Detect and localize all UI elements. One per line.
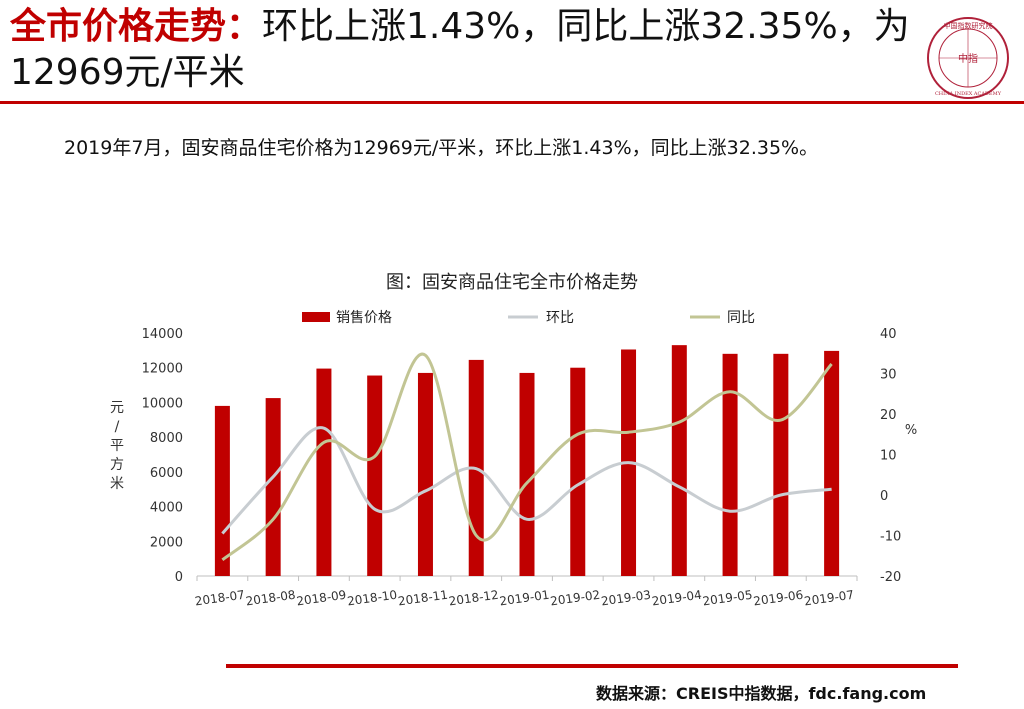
data-source: 数据来源：CREIS中指数据，fdc.fang.com	[596, 684, 927, 703]
x-tick-label: 2018-11	[397, 588, 449, 609]
bar-sales-price	[671, 345, 687, 576]
y-right-tick-label: 30	[880, 368, 897, 383]
china-index-academy-logo: 中国指数研究院 中指 CHINA INDEX ACADEMY	[927, 17, 1009, 99]
legend-label-sales-price: 销售价格	[336, 310, 392, 326]
bar-sales-price	[722, 353, 738, 576]
x-tick-label: 2018-08	[245, 588, 297, 609]
bar-sales-price	[519, 372, 535, 576]
y-left-tick-label: 8000	[150, 431, 183, 446]
x-tick-label: 2018-09	[296, 588, 348, 609]
y-right-tick-label: -20	[880, 570, 901, 585]
logo-text-center: 中指	[958, 52, 978, 65]
y-right-tick-label: 40	[880, 327, 897, 342]
page-title-rest: 环比上涨1.43%，同比上涨32.35%，为12969元/平米	[10, 6, 910, 93]
summary-text: 2019年7月，固安商品住宅价格为12969元/平米，环比上涨1.43%，同比上…	[64, 137, 819, 159]
chart-title: 图：固安商品住宅全市价格走势	[386, 272, 638, 293]
y-left-axis-label: 元	[110, 400, 124, 416]
logo-text-bottom: CHINA INDEX ACADEMY	[935, 91, 1002, 97]
x-tick-label: 2019-01	[499, 588, 551, 609]
legend-label-mom: 环比	[546, 310, 574, 326]
y-left-tick-label: 0	[175, 570, 183, 585]
bar-sales-price	[265, 398, 281, 576]
y-left-tick-label: 4000	[150, 501, 183, 516]
page-title-lead: 全市价格走势：	[10, 6, 263, 47]
y-left-tick-label: 14000	[142, 327, 183, 342]
legend-swatch-sales-price	[302, 312, 330, 322]
logo-text-top: 中国指数研究院	[944, 21, 993, 30]
title-divider	[0, 101, 1024, 104]
line-yoy	[221, 352, 833, 561]
bar-sales-price	[214, 405, 230, 576]
y-left-tick-label: 12000	[142, 362, 183, 377]
x-tick-label: 2019-05	[702, 588, 754, 609]
x-tick-label: 2019-02	[549, 588, 601, 609]
x-tick-label: 2018-07	[194, 588, 246, 609]
x-tick-label: 2018-12	[448, 588, 500, 609]
footer-divider	[226, 664, 958, 668]
bar-sales-price	[824, 350, 840, 576]
y-right-tick-label: 0	[880, 489, 888, 504]
y-left-tick-label: 2000	[150, 535, 183, 550]
x-tick-label: 2019-07	[803, 588, 855, 609]
bar-sales-price	[417, 372, 433, 576]
x-tick-label: 2019-03	[600, 588, 652, 609]
y-left-axis-label: 方	[110, 457, 124, 473]
y-right-tick-label: 20	[880, 408, 897, 423]
x-tick-label: 2018-10	[346, 588, 398, 609]
y-left-axis-label: /	[115, 419, 120, 435]
bar-sales-price	[773, 353, 789, 576]
x-tick-label: 2019-06	[752, 588, 804, 609]
bar-sales-price	[367, 375, 383, 576]
legend-label-yoy: 同比	[727, 310, 755, 326]
y-left-tick-label: 10000	[142, 396, 183, 411]
y-right-axis-label: %	[905, 423, 917, 438]
bar-sales-price	[316, 368, 332, 576]
y-right-tick-label: -10	[880, 530, 901, 545]
page-title: 全市价格走势：环比上涨1.43%，同比上涨32.35%，为12969元/平米	[10, 4, 910, 96]
y-left-axis-label: 平	[110, 438, 124, 454]
y-left-tick-label: 6000	[150, 466, 183, 481]
x-tick-label: 2019-04	[651, 588, 703, 609]
y-right-tick-label: 10	[880, 449, 897, 464]
bar-sales-price	[570, 367, 586, 576]
y-left-axis-label: 米	[110, 476, 124, 492]
